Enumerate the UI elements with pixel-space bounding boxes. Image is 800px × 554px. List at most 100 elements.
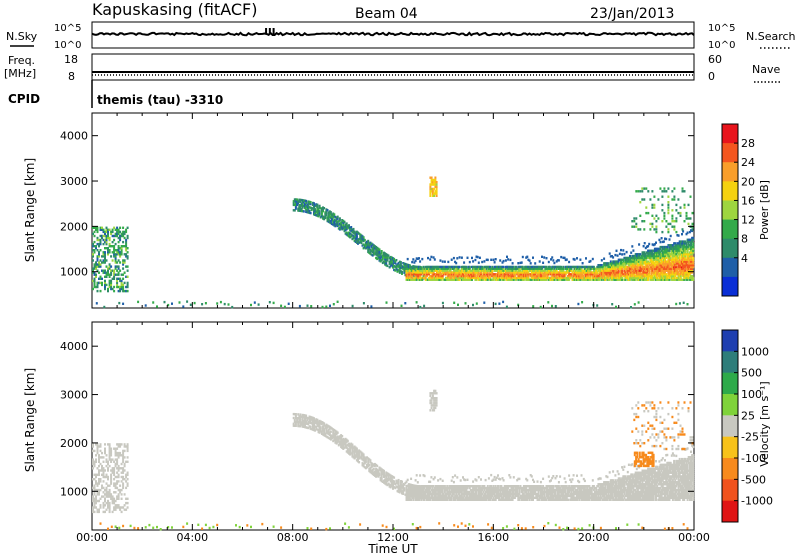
vel-cell (411, 486, 414, 490)
vel-cell (117, 443, 120, 446)
power-cell (677, 276, 680, 280)
power-cell (110, 273, 113, 276)
power-cell (501, 265, 504, 269)
power-cell (369, 241, 372, 244)
power-cell (126, 234, 129, 238)
power-cell (498, 302, 501, 305)
vel-cell (319, 428, 322, 431)
power-cell (320, 207, 323, 210)
power-cell (354, 240, 357, 243)
power-cell (586, 273, 589, 276)
power-cell (673, 274, 676, 278)
power-cell (456, 276, 459, 280)
power-cell (511, 265, 514, 269)
vel-cell (401, 486, 403, 489)
vel-cell (298, 417, 301, 420)
power-cell (509, 278, 512, 281)
power-cell (404, 268, 407, 271)
vel-cell (96, 488, 99, 492)
power-cell (691, 222, 694, 226)
power-cell (544, 267, 547, 270)
power-cell (545, 273, 548, 276)
power-cell (691, 240, 694, 243)
power-cell (439, 273, 442, 276)
vel-cell (354, 450, 357, 453)
power-cell (413, 261, 416, 264)
power-cell (535, 276, 538, 280)
power-cell (658, 238, 661, 242)
power-cell (430, 187, 433, 191)
power-cell (331, 222, 333, 226)
power-cell (472, 303, 474, 307)
power-cell (604, 269, 607, 272)
power-cell (494, 273, 497, 276)
vel-cell (431, 492, 434, 496)
vel-cell (421, 493, 424, 496)
power-cell (690, 251, 692, 254)
power-cell (96, 259, 99, 262)
vel-cell (117, 456, 120, 459)
power-cell (93, 265, 96, 268)
power-cell (638, 253, 641, 256)
power-cell (351, 237, 354, 241)
power-cell (472, 274, 475, 278)
power-cell (485, 269, 488, 272)
power-cell (504, 271, 507, 274)
power-cell (472, 273, 475, 276)
power-cell (490, 278, 493, 281)
power-cell (577, 302, 580, 306)
vel-cell (298, 415, 301, 418)
power-cell (678, 244, 681, 247)
power-cell (646, 274, 648, 278)
power-cell (620, 274, 622, 278)
power-cell (99, 259, 102, 262)
power-cell (636, 258, 639, 261)
power-cell (643, 262, 646, 265)
power-cell (329, 304, 331, 307)
power-cell (682, 242, 685, 245)
power-cell (306, 207, 309, 210)
vel-cell (320, 430, 323, 434)
power-cell (450, 276, 453, 280)
power-cell (144, 304, 147, 307)
vel-cell (422, 488, 425, 492)
power-cell (667, 262, 670, 265)
nsky-left-tick-bottom: 10^0 (54, 40, 81, 51)
power-cell (618, 252, 621, 256)
power-cell (389, 255, 392, 259)
vel-cell (375, 467, 378, 471)
power-cell (581, 274, 584, 278)
power-cell (497, 265, 499, 269)
power-cell (489, 271, 492, 274)
power-cell (684, 271, 687, 274)
power-cell (493, 274, 496, 278)
power-cell (562, 273, 565, 276)
power-cell (329, 211, 332, 214)
power-cell (662, 247, 665, 251)
power-cell (559, 269, 562, 272)
power-cell (668, 245, 671, 249)
vel-cell (314, 425, 317, 428)
power-cell (660, 249, 663, 252)
vel-cell (344, 445, 347, 448)
power-cell (93, 267, 96, 270)
power-cell (629, 269, 631, 272)
power-cell (107, 287, 109, 291)
power-cell (113, 271, 116, 274)
power-cell (416, 274, 419, 278)
vel-cell (423, 498, 426, 501)
power-cell (671, 253, 674, 256)
vel-cell (101, 456, 103, 459)
power-cell (676, 242, 679, 245)
power-cell (482, 269, 485, 272)
vel-cell (95, 460, 97, 463)
power-cell (429, 185, 432, 188)
power-cell (653, 256, 656, 260)
power-cell (604, 262, 607, 265)
power-cell (644, 274, 647, 278)
vel-cell (336, 441, 339, 444)
power-cell (632, 260, 635, 263)
power-cell (648, 262, 651, 265)
power-cell (560, 265, 563, 269)
power-cell (441, 265, 444, 269)
